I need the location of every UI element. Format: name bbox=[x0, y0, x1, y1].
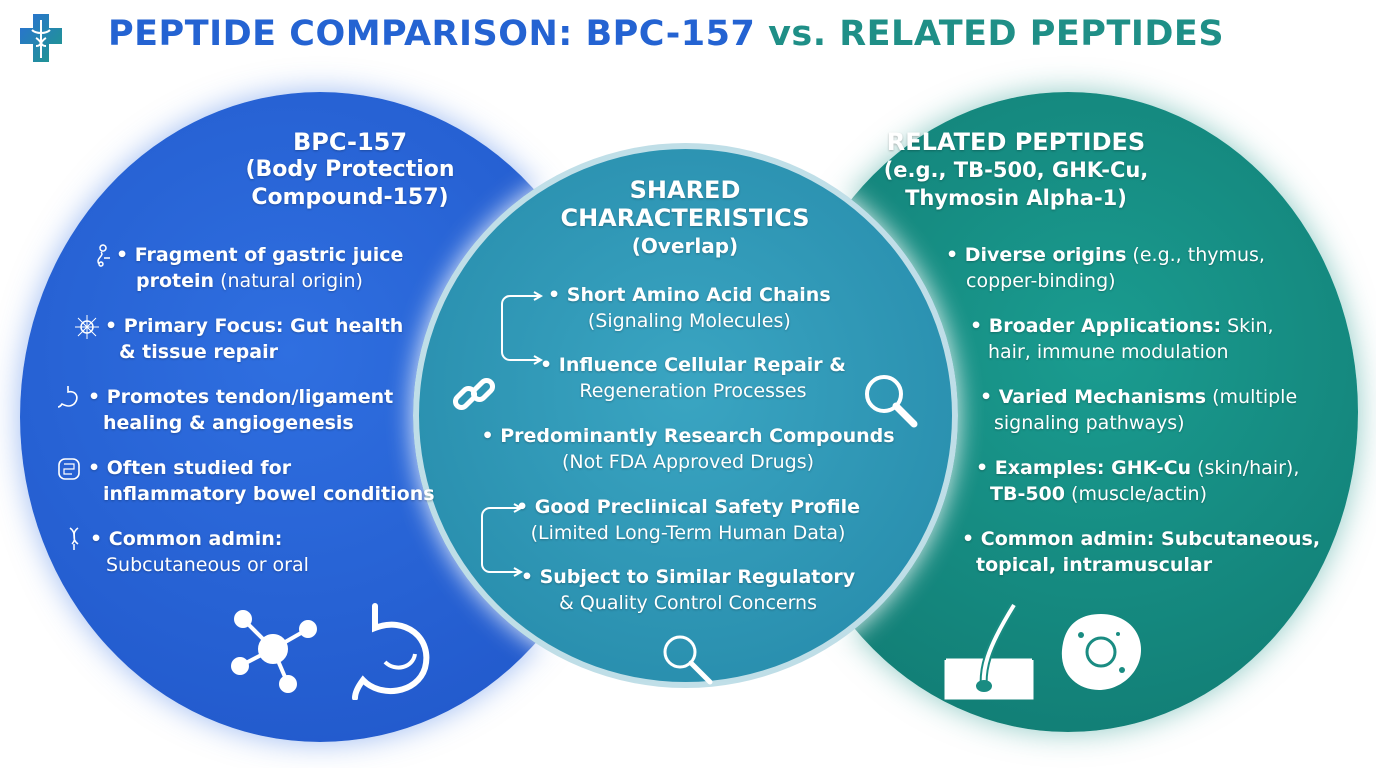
item-bold: protein bbox=[136, 270, 215, 292]
network-cell-icon bbox=[74, 314, 100, 340]
stomach-icon bbox=[56, 384, 82, 410]
molecule-icon bbox=[228, 604, 318, 694]
magnifier-icon bbox=[860, 370, 920, 430]
item-regular: hair, immune modulation bbox=[988, 341, 1229, 363]
left-item: • Primary Focus: Gut health & tissue repa… bbox=[105, 313, 403, 365]
heading-line: SHARED bbox=[629, 176, 741, 204]
middle-item: • Subject to Similar Regulatory & Quality… bbox=[520, 564, 856, 616]
item-bold: & tissue repair bbox=[119, 341, 278, 363]
page-title: PEPTIDE COMPARISON: BPC-157 vs. RELATED … bbox=[108, 14, 1224, 54]
item-bold: • Promotes tendon/ligament bbox=[88, 386, 394, 408]
item-bold: • Broader Applications: bbox=[970, 315, 1222, 337]
item-bold: • Influence Cellular Repair & bbox=[540, 354, 846, 376]
connector-arrow-icon bbox=[496, 290, 546, 370]
item-bold: TB-500 bbox=[990, 483, 1065, 505]
item-bold: • Good Preclinical Safety Profile bbox=[516, 496, 860, 518]
left-item: • Fragment of gastric juice protein (natu… bbox=[116, 242, 403, 294]
item-regular: copper-binding) bbox=[966, 270, 1116, 292]
link-chain-icon bbox=[450, 370, 500, 420]
dna-icon bbox=[64, 526, 90, 552]
cell-icon bbox=[1056, 610, 1146, 694]
bpc157-heading: BPC-157 (Body Protection Compound-157) bbox=[230, 128, 470, 212]
left-item: • Often studied for inflammatory bowel co… bbox=[88, 455, 435, 507]
related-heading: RELATED PEPTIDES (e.g., TB-500, GHK-Cu, … bbox=[856, 128, 1176, 212]
item-bold: • Short Amino Acid Chains bbox=[548, 284, 831, 306]
item-bold: • Examples: GHK-Cu bbox=[976, 457, 1192, 479]
item-regular: (e.g., thymus, bbox=[1126, 244, 1265, 266]
item-bold: • Common admin: bbox=[90, 528, 283, 550]
left-item: • Promotes tendon/ligament healing & angi… bbox=[88, 384, 393, 436]
middle-item: • Predominantly Research Compounds (Not F… bbox=[480, 423, 896, 475]
heading-line: Compound-157) bbox=[251, 185, 449, 210]
item-regular: (multiple bbox=[1206, 386, 1298, 408]
connector-arrow-icon bbox=[476, 502, 526, 582]
item-regular: Regeneration Processes bbox=[579, 380, 807, 402]
middle-item: • Good Preclinical Safety Profile (Limite… bbox=[510, 494, 866, 546]
middle-item: • Short Amino Acid Chains (Signaling Mole… bbox=[548, 282, 831, 334]
heading-line: (Body Protection bbox=[245, 157, 455, 182]
item-regular: (Signaling Molecules) bbox=[587, 310, 791, 332]
magnifier-small-icon bbox=[660, 632, 716, 688]
heading-line: RELATED PEPTIDES bbox=[886, 128, 1146, 156]
item-bold: • Often studied for bbox=[88, 457, 292, 479]
title-part-1: PEPTIDE COMPARISON: BPC-157 bbox=[108, 14, 756, 54]
item-bold: • Diverse origins bbox=[946, 244, 1127, 266]
item-regular: (natural origin) bbox=[214, 270, 363, 292]
item-bold: • Primary Focus: Gut health bbox=[105, 315, 404, 337]
item-regular: (muscle/actin) bbox=[1065, 483, 1207, 505]
right-item: • Varied Mechanisms (multiple signaling p… bbox=[980, 384, 1297, 436]
heading-line: (Overlap) bbox=[631, 234, 739, 258]
title-part-2: vs. RELATED PEPTIDES bbox=[768, 14, 1225, 54]
stomach-large-icon bbox=[340, 602, 440, 700]
item-regular: (Limited Long-Term Human Data) bbox=[530, 522, 846, 544]
item-regular: & Quality Control Concerns bbox=[559, 592, 817, 614]
right-item: • Common admin: Subcutaneous, topical, in… bbox=[962, 526, 1320, 578]
item-bold: • Subject to Similar Regulatory bbox=[520, 566, 856, 588]
item-regular: Skin, bbox=[1221, 315, 1274, 337]
item-regular: Subcutaneous or oral bbox=[106, 554, 309, 576]
item-regular: signaling pathways) bbox=[994, 412, 1185, 434]
item-regular: (Not FDA Approved Drugs) bbox=[561, 451, 815, 473]
heading-line: BPC-157 bbox=[292, 128, 408, 156]
shared-characteristics-circle bbox=[413, 143, 958, 688]
shared-heading: SHARED CHARACTERISTICS (Overlap) bbox=[540, 176, 830, 260]
right-item: • Diverse origins (e.g., thymus, copper-b… bbox=[946, 242, 1265, 294]
hair-follicle-icon bbox=[944, 600, 1034, 700]
item-bold: • Varied Mechanisms bbox=[980, 386, 1207, 408]
middle-item: • Influence Cellular Repair & Regeneratio… bbox=[540, 352, 846, 404]
item-bold: • Common admin: Subcutaneous, bbox=[962, 528, 1321, 550]
right-item: • Broader Applications: Skin, hair, immun… bbox=[970, 313, 1274, 365]
medical-cross-logo-icon bbox=[18, 10, 64, 66]
heading-line: Thymosin Alpha-1) bbox=[905, 186, 1127, 210]
item-bold: • Fragment of gastric juice bbox=[116, 244, 404, 266]
item-bold: • Predominantly Research Compounds bbox=[481, 425, 895, 447]
right-item: • Examples: GHK-Cu (skin/hair), TB-500 (m… bbox=[976, 455, 1299, 507]
heading-line: (e.g., TB-500, GHK-Cu, bbox=[883, 158, 1149, 182]
intestine-icon bbox=[56, 456, 82, 482]
molecule-chain-icon bbox=[92, 244, 118, 270]
left-item: • Common admin: Subcutaneous or oral bbox=[90, 526, 309, 578]
item-regular: (skin/hair), bbox=[1191, 457, 1300, 479]
item-bold: topical, intramuscular bbox=[976, 554, 1213, 576]
item-bold: healing & angiogenesis bbox=[103, 412, 354, 434]
item-bold: inflammatory bowel conditions bbox=[103, 483, 435, 505]
heading-line: CHARACTERISTICS bbox=[560, 204, 810, 232]
